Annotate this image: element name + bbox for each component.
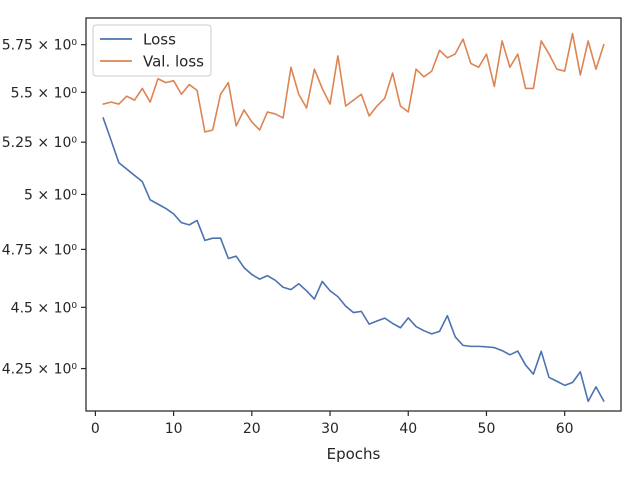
legend-box: [92, 24, 212, 77]
y-tick-label: 5.25 × 10⁰: [2, 135, 78, 151]
plot-frame: [85, 17, 622, 412]
y-tick-label: 5 × 10⁰: [24, 187, 77, 203]
series-line-loss: [102, 117, 605, 403]
y-ticks: 4.25 × 10⁰ 4.5 × 10⁰ 4.75 × 10⁰ 5 × 10⁰ 5.25…: [2, 38, 86, 378]
x-tick-label: 50: [478, 421, 496, 437]
legend-label-loss: Loss: [143, 31, 176, 49]
x-axis-label: Epochs: [327, 445, 381, 463]
y-tick-label: 4.5 × 10⁰: [11, 300, 78, 316]
series-layer: [102, 32, 605, 403]
x-tick-label: 60: [556, 421, 574, 437]
x-ticks: 0 10 20 30 40 50 60: [91, 411, 574, 437]
y-tick-label: 5.75 × 10⁰: [2, 38, 78, 54]
x-tick-label: 20: [243, 421, 261, 437]
x-tick-label: 30: [321, 421, 339, 437]
y-tick-label: 5.5 × 10⁰: [11, 85, 78, 101]
series-line-val-loss: [102, 32, 605, 133]
y-tick-label: 4.25 × 10⁰: [2, 362, 78, 378]
x-tick-label: 10: [165, 421, 183, 437]
x-tick-label: 40: [399, 421, 417, 437]
x-tick-label: 0: [91, 421, 100, 437]
legend-label-val-loss: Val. loss: [143, 53, 204, 71]
y-tick-label: 4.75 × 10⁰: [2, 242, 78, 258]
legend: Loss Val. loss: [92, 24, 212, 77]
